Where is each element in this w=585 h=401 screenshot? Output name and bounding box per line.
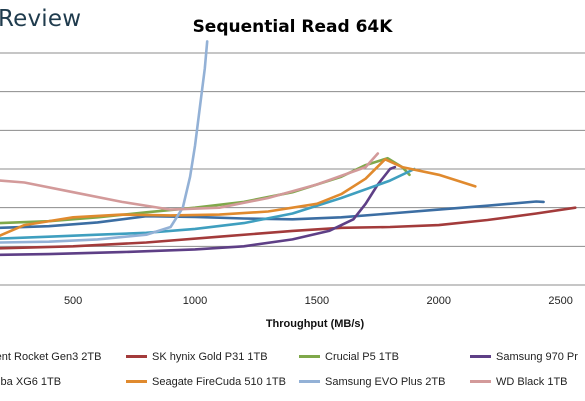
gridlines <box>0 52 585 286</box>
x-tick-label: 2000 <box>427 295 451 307</box>
legend-label: rent Rocket Gen3 2TB <box>0 351 102 363</box>
x-tick-label: 1000 <box>183 295 207 307</box>
legend-label: Seagate FireCuda 510 1TB <box>152 376 286 388</box>
legend-label: Samsung EVO Plus 2TB <box>325 376 446 388</box>
legend-swatch <box>470 379 491 383</box>
legend-swatch <box>299 354 320 358</box>
x-tick-label: 500 <box>64 295 82 307</box>
x-tick-label: 2500 <box>548 295 572 307</box>
x-tick-labels: 500 1000 1500 2000 2500 <box>64 295 573 307</box>
legend-item: rent Rocket Gen3 2TB <box>0 351 101 365</box>
x-axis-label: Throughput (MB/s) <box>266 318 365 330</box>
legend-label: Crucial P5 1TB <box>325 351 399 363</box>
legend-swatch <box>470 354 491 358</box>
series-line <box>0 40 209 244</box>
legend-item: Seagate FireCuda 510 1TB <box>126 376 286 390</box>
x-tick-label: 1500 <box>305 295 329 307</box>
brand-logo-text: Review <box>0 6 82 32</box>
legend-swatch <box>126 379 147 383</box>
legend-item: Samsung EVO Plus 2TB <box>299 376 445 390</box>
legend-item: Samsung 970 Pr <box>470 351 578 365</box>
series-line <box>0 165 397 257</box>
legend-label: hiba XG6 1TB <box>0 376 62 388</box>
legend-item: WD Black 1TB <box>470 376 568 390</box>
series-line <box>0 152 380 211</box>
legend-item: hiba XG6 1TB <box>0 376 61 390</box>
legend-item: SK hynix Gold P31 1TB <box>126 351 268 365</box>
series-line <box>0 206 577 250</box>
legend-label: WD Black 1TB <box>496 376 568 388</box>
legend-label: Samsung 970 Pr <box>496 351 578 363</box>
series-line <box>0 200 545 230</box>
legend-swatch <box>126 354 147 358</box>
chart-title: Sequential Read 64K <box>192 17 393 37</box>
series-line <box>0 167 416 240</box>
legend-swatch <box>299 379 320 383</box>
legend-label: SK hynix Gold P31 1TB <box>152 351 268 363</box>
series-line <box>0 158 477 237</box>
legend-item: Crucial P5 1TB <box>299 351 399 365</box>
series-lines <box>0 40 577 257</box>
